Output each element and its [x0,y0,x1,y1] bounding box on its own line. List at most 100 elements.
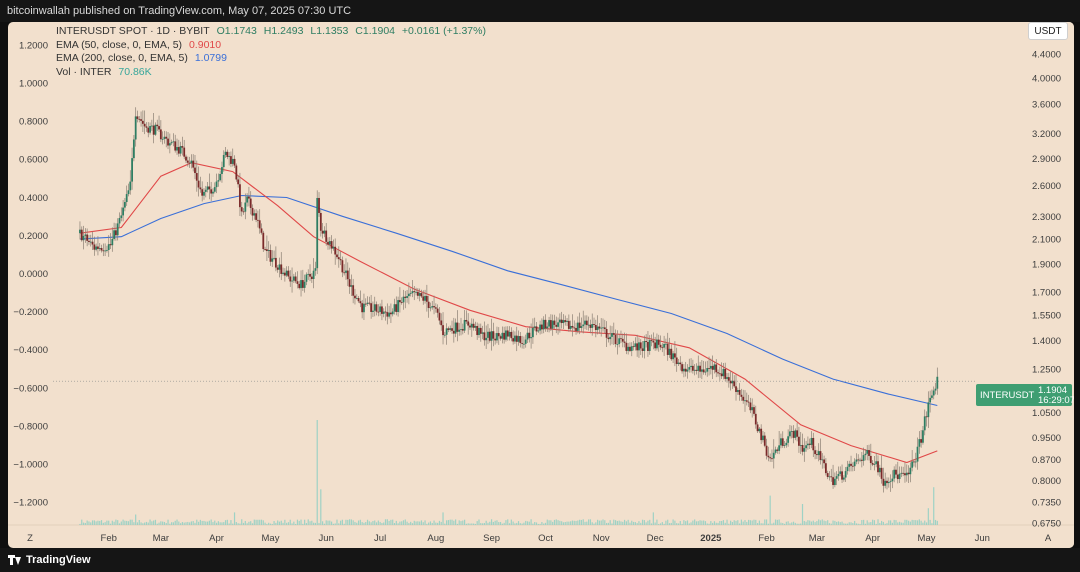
candle-body [188,162,191,164]
volume-bar [629,522,631,525]
candle-body [763,435,766,446]
legend: INTERUSDT SPOT · 1D · BYBIT O1.1743 H1.2… [56,25,490,79]
volume-bar [859,523,861,525]
volume-bar [782,523,784,525]
price-chart[interactable]: 1.2000 1.0000 0.8000 0.6000 0.4000 0.2000 0.00… [8,22,1074,548]
candle-body [355,298,358,299]
candle-body [332,246,335,249]
candle-body [758,428,761,432]
volume-bar [237,523,239,525]
candle-body [375,304,378,312]
volume-bar [469,523,471,525]
volume-bar [925,522,928,525]
candle-body [729,380,732,384]
candle-body [377,311,380,313]
volume-bar [322,521,324,525]
candle-body [406,296,408,298]
volume-bar [187,521,189,525]
candle-body [167,138,169,146]
volume-bar [169,523,171,525]
volume-bar [158,522,160,525]
volume-bar [253,519,255,525]
volume-bar [111,520,113,525]
candle-body [186,160,189,163]
candle-body [424,295,426,301]
volume-bar [295,523,297,525]
legend-symbol[interactable]: INTERUSDT SPOT · 1D · BYBIT [56,25,210,37]
candle-body [672,353,675,360]
candle-body [886,480,888,484]
candle-body [231,158,234,164]
candle-body [882,478,885,486]
volume-bar [760,523,762,525]
volume-bar [676,523,678,525]
candle-body [350,285,353,287]
volume-bar [543,523,545,525]
volume-bar [352,520,354,525]
volume-bar [873,520,876,525]
candle-body [316,197,319,269]
volume-bar [879,522,881,525]
volume-bar [291,523,293,525]
currency-selector[interactable]: USDT [1028,22,1068,40]
volume-bar [422,522,424,525]
chart-area[interactable]: 1.2000 1.0000 0.8000 0.6000 0.4000 0.2000 0.00… [8,22,1074,548]
candle-body [745,400,748,402]
candle-body [436,308,439,313]
candle-body [260,228,263,233]
volume-bar [392,519,394,525]
volume-bar [490,519,493,525]
volume-bar [471,523,473,525]
candle-body [427,301,430,308]
volume-bar [375,522,378,525]
candle-body [337,257,340,260]
candle-body [323,230,326,234]
volume-bar [721,520,723,525]
candle-body [643,341,646,351]
auto-scale-button[interactable]: A [1045,533,1052,544]
candle-body [106,249,108,251]
left-axis-tick-label: 0.2000 [19,231,48,242]
volume-bar [82,522,85,525]
legend-ema200-row[interactable]: EMA (200, close, 0, EMA, 5) 1.0799 [56,52,490,66]
zoom-button[interactable]: Z [27,533,33,544]
volume-bar [359,519,361,525]
candle-body [695,369,698,371]
candle-body [97,246,99,249]
volume-bar [280,520,282,525]
tradingview-logo[interactable]: TradingView [8,554,91,566]
candle-body [587,324,590,326]
legend-volume-row[interactable]: Vol · INTER 70.86K [56,66,490,80]
volume-bar [171,522,173,525]
candle-body [470,323,473,328]
volume-bar [474,523,476,525]
candle-body [794,430,797,438]
volume-bar [785,521,787,525]
candle-body [264,249,266,250]
candle-body [765,445,768,456]
volume-bar [577,520,579,525]
candle-body [697,365,700,371]
candle-body [754,413,757,425]
time-axis-label: Mar [809,533,825,544]
legend-symbol-row: INTERUSDT SPOT · 1D · BYBIT O1.1743 H1.2… [56,25,490,39]
candle-body [348,279,351,287]
right-axis-tick-label: 4.0000 [1032,73,1061,84]
candle-body [576,322,579,331]
volume-bar [455,519,457,525]
volume-bar [144,522,146,525]
candle-body [278,264,281,270]
candle-body [751,407,754,411]
candle-body [172,141,175,143]
candle-body [181,146,184,148]
candle-body [301,280,304,288]
volume-bar [97,520,99,525]
legend-ema50-row[interactable]: EMA (50, close, 0, EMA, 5) 0.9010 [56,39,490,53]
time-axis-label: Nov [593,533,610,544]
candle-body [253,213,256,216]
volume-bar [381,523,383,525]
candle-body [871,463,874,465]
legend-low: L1.1353 [310,25,349,37]
volume-bar [746,521,748,525]
volume-bar [832,520,834,525]
